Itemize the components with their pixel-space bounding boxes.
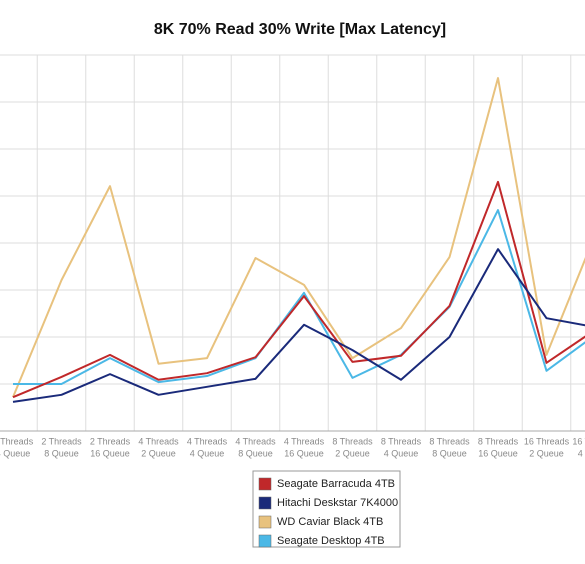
x-tick-label: 2 Threads bbox=[90, 436, 131, 446]
x-tick-label: 16 Queue bbox=[90, 448, 130, 458]
x-tick-label: 2 Queue bbox=[529, 448, 564, 458]
legend-label: Seagate Desktop 4TB bbox=[277, 535, 385, 547]
x-tick-label: 4 Threads bbox=[138, 436, 179, 446]
legend-swatch bbox=[258, 496, 272, 510]
x-tick-label: 2 Threads bbox=[41, 436, 82, 446]
series-line bbox=[12, 248, 585, 403]
series-line bbox=[12, 180, 585, 399]
legend-box bbox=[252, 470, 401, 548]
series-line bbox=[13, 209, 585, 385]
x-tick-label: 16 Threads bbox=[524, 436, 570, 446]
x-tick-label: 8 Queue bbox=[238, 448, 273, 458]
x-tick-label: 8 Threads bbox=[429, 436, 470, 446]
x-tick-label: 2 Queue bbox=[335, 448, 370, 458]
x-tick-label: 16 Queue bbox=[284, 448, 324, 458]
x-tick-label: 8 Threads bbox=[381, 436, 422, 446]
legend-label: Hitachi Deskstar 7K4000 bbox=[277, 497, 398, 509]
x-tick-label: 4 Threads bbox=[284, 436, 325, 446]
chart-title: 8K 70% Read 30% Write [Max Latency] bbox=[154, 21, 446, 38]
legend-label: WD Caviar Black 4TB bbox=[277, 516, 383, 528]
x-tick-label: 8 Threads bbox=[332, 436, 373, 446]
x-tick-label: 8 Queue bbox=[432, 448, 467, 458]
legend-swatch bbox=[258, 515, 272, 529]
x-tick-label: 8 Threads bbox=[478, 436, 519, 446]
series-line bbox=[12, 77, 585, 398]
x-tick-label: 2 Queue bbox=[141, 448, 176, 458]
x-tick-label: 4 Queue bbox=[578, 448, 585, 458]
x-tick-label: 16 Queue bbox=[478, 448, 518, 458]
x-tick-label: 16 Threads bbox=[572, 436, 585, 446]
legend-swatch bbox=[258, 534, 272, 548]
legend-label: Seagate Barracuda 4TB bbox=[277, 478, 395, 490]
x-tick-label: 2 Threads bbox=[0, 436, 34, 446]
x-tick-label: 4 Threads bbox=[187, 436, 228, 446]
x-tick-label: 8 Queue bbox=[44, 448, 79, 458]
x-tick-label: 4 Queue bbox=[190, 448, 225, 458]
x-tick-label: 4 Threads bbox=[235, 436, 276, 446]
x-tick-label: 4 Queue bbox=[0, 448, 30, 458]
legend-swatch bbox=[258, 477, 272, 491]
x-tick-label: 4 Queue bbox=[384, 448, 419, 458]
